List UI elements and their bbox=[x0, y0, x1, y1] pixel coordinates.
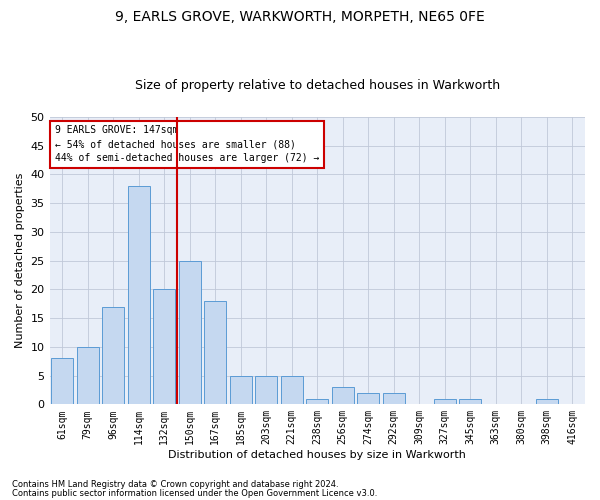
Y-axis label: Number of detached properties: Number of detached properties bbox=[15, 173, 25, 348]
Bar bbox=[332, 387, 353, 404]
Text: 9 EARLS GROVE: 147sqm
← 54% of detached houses are smaller (88)
44% of semi-deta: 9 EARLS GROVE: 147sqm ← 54% of detached … bbox=[55, 126, 319, 164]
Bar bbox=[52, 358, 73, 405]
Bar bbox=[128, 186, 149, 404]
Bar bbox=[383, 393, 404, 404]
Bar bbox=[103, 306, 124, 404]
Bar bbox=[536, 398, 557, 404]
Bar bbox=[358, 393, 379, 404]
Text: Contains HM Land Registry data © Crown copyright and database right 2024.: Contains HM Land Registry data © Crown c… bbox=[12, 480, 338, 489]
Bar bbox=[179, 260, 200, 404]
Title: Size of property relative to detached houses in Warkworth: Size of property relative to detached ho… bbox=[135, 79, 500, 92]
Bar bbox=[281, 376, 302, 404]
Bar bbox=[230, 376, 251, 404]
Bar bbox=[434, 398, 455, 404]
Bar bbox=[205, 301, 226, 405]
Bar bbox=[460, 398, 481, 404]
Text: Contains public sector information licensed under the Open Government Licence v3: Contains public sector information licen… bbox=[12, 488, 377, 498]
Bar bbox=[77, 347, 98, 405]
X-axis label: Distribution of detached houses by size in Warkworth: Distribution of detached houses by size … bbox=[169, 450, 466, 460]
Bar bbox=[154, 290, 175, 405]
Text: 9, EARLS GROVE, WARKWORTH, MORPETH, NE65 0FE: 9, EARLS GROVE, WARKWORTH, MORPETH, NE65… bbox=[115, 10, 485, 24]
Bar bbox=[307, 398, 328, 404]
Bar bbox=[256, 376, 277, 404]
